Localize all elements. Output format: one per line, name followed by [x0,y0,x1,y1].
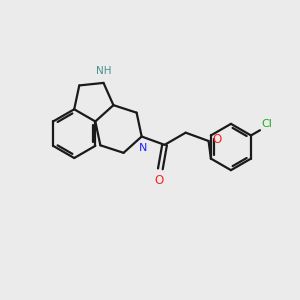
Text: Cl: Cl [262,119,272,129]
Text: NH: NH [96,66,111,76]
Text: O: O [154,174,164,187]
Text: O: O [212,133,221,146]
Text: N: N [139,143,147,153]
